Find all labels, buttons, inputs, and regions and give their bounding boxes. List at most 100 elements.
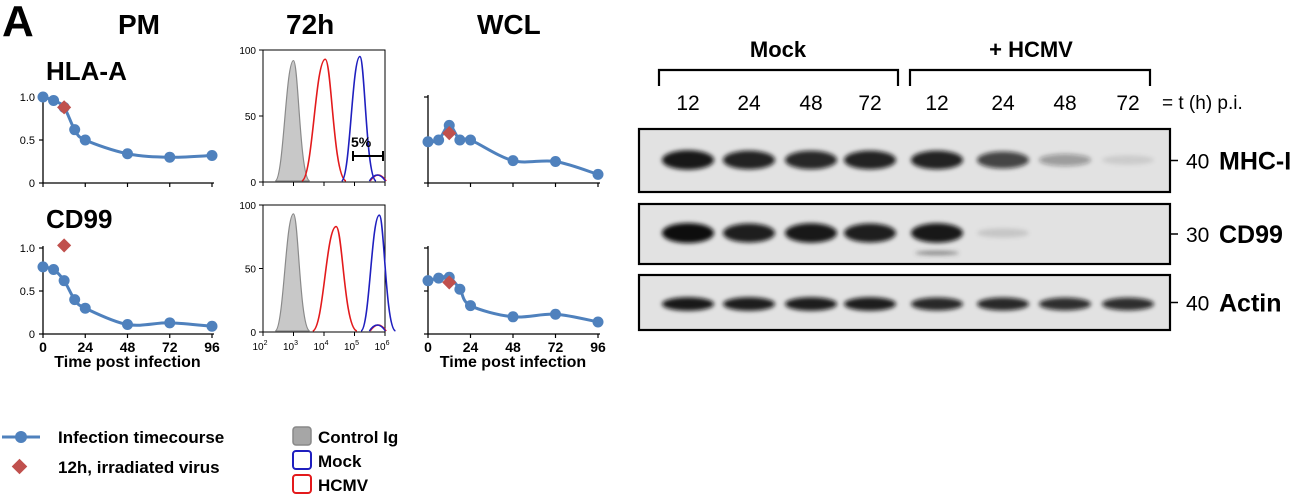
blot-band	[1102, 155, 1154, 165]
x-tick-label: 0	[39, 339, 47, 355]
data-point	[48, 264, 60, 275]
mw-marker: 40	[1186, 151, 1209, 174]
blot-strip	[637, 202, 1172, 266]
data-point	[422, 136, 434, 148]
blot-row-cd99: 30 CD99	[637, 202, 1283, 266]
blot-row-label: Actin	[1219, 290, 1282, 318]
histogram-cd99: 0 50 100 102 103 104 105 106	[239, 201, 396, 353]
group-label-hcmv: + HCMV	[989, 37, 1073, 62]
legend-timecourse-marker	[15, 431, 27, 443]
blot-band	[723, 223, 775, 243]
blot-band	[785, 150, 837, 170]
lane-timepoint-label: 24	[737, 92, 761, 115]
blot-band-secondary	[915, 251, 959, 255]
data-point	[422, 275, 434, 287]
blot-band	[844, 223, 896, 243]
blot-band	[723, 297, 775, 311]
blot-band	[662, 297, 714, 311]
x-tick-label: 104	[313, 340, 328, 353]
header-pm: PM	[118, 9, 160, 40]
row-label-cd99: CD99	[46, 204, 112, 234]
legend-control-swatch	[292, 426, 312, 446]
blot-band	[723, 150, 775, 170]
y-tick-label: 1.0	[20, 243, 35, 255]
blot-band	[785, 297, 837, 311]
blot-band	[977, 228, 1029, 238]
lane-timepoint-label: 72	[858, 92, 881, 115]
lane-timepoint-label: 12	[925, 92, 948, 115]
blot-band	[662, 223, 714, 243]
legend-timecourse-label: Infection timecourse	[58, 428, 224, 447]
lane-timepoint-label: 48	[1053, 92, 1076, 115]
mw-marker: 40	[1186, 293, 1209, 316]
x-tick-label: 48	[505, 339, 521, 355]
irradiated-point	[442, 275, 457, 290]
blot-band	[1039, 297, 1091, 311]
bracket-hcmv	[908, 68, 1152, 86]
legend-irradiated-label: 12h, irradiated virus	[58, 458, 220, 477]
histogram-hcmv	[312, 225, 358, 332]
blot-band	[844, 297, 896, 311]
data-point	[37, 261, 49, 273]
blot-band	[911, 223, 963, 243]
gate-percentage: 5%	[351, 134, 372, 150]
data-point	[122, 148, 133, 160]
blot-band	[911, 297, 963, 311]
data-point	[122, 319, 133, 331]
data-point	[592, 168, 604, 180]
histogram-mock	[340, 55, 377, 182]
data-point	[454, 134, 466, 146]
row-label-hla: HLA-A	[46, 56, 127, 86]
y-tick-label: 0	[29, 329, 35, 341]
legend-control-label: Control Ig	[318, 428, 398, 447]
x-tick-label: 103	[283, 340, 298, 353]
blot-row-actin: 40 Actin	[637, 273, 1282, 332]
x-tick-label: 0	[424, 339, 432, 355]
data-point	[69, 124, 81, 136]
y-tick-label: 0	[250, 178, 256, 189]
histogram-mock-tail	[368, 324, 386, 332]
x-tick-label: 48	[120, 339, 136, 355]
y-tick-label: 50	[245, 112, 257, 123]
legend: Infection timecourse 12h, irradiated vir…	[2, 426, 398, 495]
blot-band	[844, 150, 896, 170]
lane-timepoint-label: 72	[1116, 92, 1139, 115]
blot-band	[977, 297, 1029, 311]
blot-band	[1102, 297, 1154, 311]
blot-row-label: MHC-I	[1219, 148, 1291, 176]
histogram-hcmv	[301, 58, 347, 182]
blot-band	[911, 150, 963, 170]
y-tick-label: 0	[250, 328, 256, 339]
irradiated-point	[442, 126, 457, 141]
lane-timepoint-label: 24	[991, 92, 1015, 115]
data-point	[592, 316, 604, 328]
mw-marker: 30	[1186, 224, 1209, 247]
data-point	[79, 134, 91, 146]
y-tick-label: 100	[239, 201, 256, 212]
plot-pm-hla-a: 0 0.5 1.0	[20, 91, 218, 190]
histogram-control-ig	[274, 213, 311, 332]
data-point	[164, 317, 176, 329]
data-point	[37, 91, 49, 103]
lane-timepoint-label: 48	[799, 92, 822, 115]
x-tick-label: 102	[252, 340, 267, 353]
x-tick-label: 24	[77, 339, 93, 355]
legend-hcmv-label: HCMV	[318, 476, 369, 495]
y-tick-label: 50	[245, 265, 257, 276]
y-tick-label: 0.5	[20, 286, 35, 298]
histogram-hla-a: 0 50 100 5%	[239, 46, 387, 189]
x-tick-label: 105	[344, 340, 359, 353]
data-point	[433, 272, 445, 284]
legend-hcmv-swatch	[292, 474, 312, 494]
lane-timepoint-label: 12	[676, 92, 699, 115]
data-point	[465, 300, 476, 312]
western-blot: Mock + HCMV 12 24 48 72 12 24 48 72 = t (h) p.i. 40…	[637, 37, 1291, 332]
data-point	[433, 134, 445, 146]
x-tick-label: 24	[463, 339, 479, 355]
x-tick-label: 96	[590, 339, 606, 355]
bracket-mock	[657, 68, 900, 86]
